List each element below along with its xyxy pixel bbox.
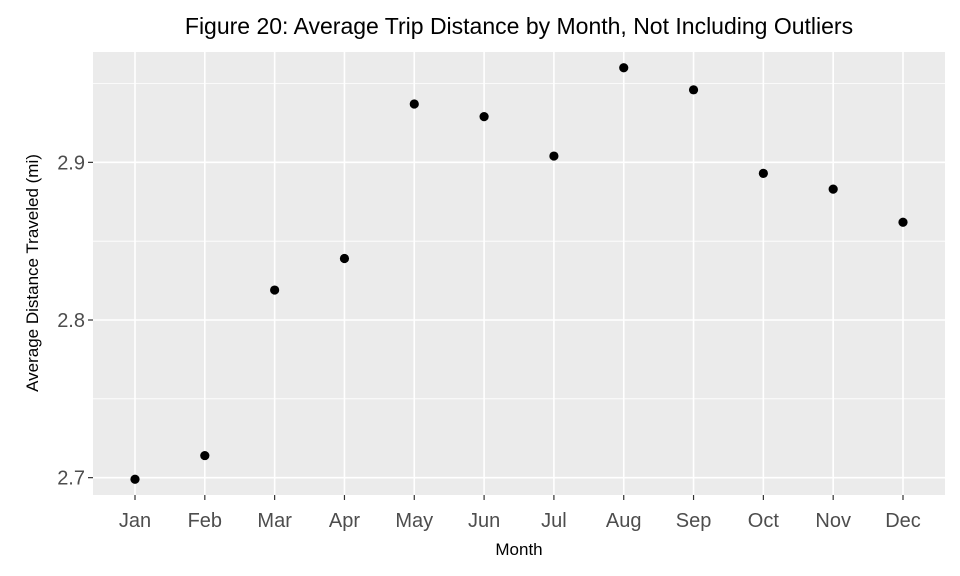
y-axis: 2.7 2.8 2.9 <box>57 152 93 490</box>
data-points <box>130 63 908 484</box>
data-point <box>409 99 419 109</box>
y-axis-title: Average Distance Traveled (mi) <box>23 154 42 392</box>
major-gridlines <box>93 52 945 495</box>
x-tick-label: May <box>395 510 433 532</box>
x-tick-label: Nov <box>815 510 851 532</box>
x-axis: Jan Feb Mar Apr May Jun Jul Aug Sep Oct Nov Dec <box>119 495 921 532</box>
data-point <box>549 151 559 161</box>
data-point <box>270 285 280 295</box>
chart-title: Figure 20: Average Trip Distance by Mont… <box>185 13 853 39</box>
y-tick-label: 2.9 <box>57 152 85 174</box>
data-point <box>479 112 489 122</box>
x-tick-label: Jun <box>468 510 500 532</box>
x-tick-label: Jul <box>541 510 567 532</box>
plot-panel <box>93 52 945 495</box>
data-point <box>130 474 140 484</box>
x-tick-label: Feb <box>188 510 222 532</box>
x-tick-label: Mar <box>257 510 292 532</box>
x-tick-label: Aug <box>606 510 642 532</box>
x-tick-label: Sep <box>676 510 712 532</box>
data-point <box>339 253 350 264</box>
x-tick-label: Jan <box>119 510 151 532</box>
data-point <box>619 63 629 73</box>
data-point <box>758 168 768 178</box>
data-point <box>898 217 908 227</box>
y-tick-label: 2.8 <box>57 310 85 332</box>
data-point <box>200 450 210 461</box>
data-point <box>688 85 699 95</box>
y-tick-label: 2.7 <box>57 468 85 490</box>
minor-gridlines <box>93 83 945 400</box>
data-point <box>828 184 838 194</box>
x-tick-label: Apr <box>329 510 360 532</box>
x-tick-label: Dec <box>885 510 921 532</box>
x-tick-label: Oct <box>748 510 780 532</box>
x-axis-title: Month <box>495 540 542 559</box>
